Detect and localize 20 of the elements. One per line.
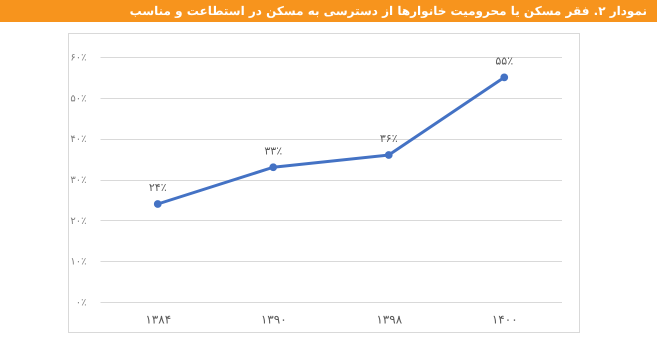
point	[500, 74, 508, 82]
point	[154, 200, 162, 208]
chart-title: نمودار ۲. فقر مسکن یا محرومیت خانوارها از دسترسی به مسکن در استطاعت و مناسب	[0, 0, 657, 22]
data-label: ۳۳٪	[264, 144, 282, 158]
point	[269, 163, 278, 172]
y-tick-label: ۰٪	[76, 298, 86, 308]
y-tick-label: ۴۰٪	[70, 134, 86, 146]
point	[384, 151, 393, 159]
y-tick-label: ۵۰٪	[70, 93, 86, 104]
y-tick-label: ۳۰٪	[70, 175, 86, 186]
y-tick-label: ۶۰٪	[70, 52, 86, 64]
data-label: ۳۶٪	[380, 132, 398, 145]
y-tick-label: ۱۰٪	[70, 256, 86, 268]
x-tick-label: ۱۳۹۸	[376, 312, 403, 326]
x-tick-label: ۱۳۹۰	[260, 312, 287, 326]
data-label: ۲۴٪	[148, 181, 167, 194]
data-label: ۵۵٪	[495, 54, 514, 68]
y-tick-label: ۲۰٪	[70, 216, 86, 227]
x-tick-label: ۱۳۸۴	[145, 312, 172, 326]
x-tick-label: ۱۴۰۰	[492, 312, 518, 326]
